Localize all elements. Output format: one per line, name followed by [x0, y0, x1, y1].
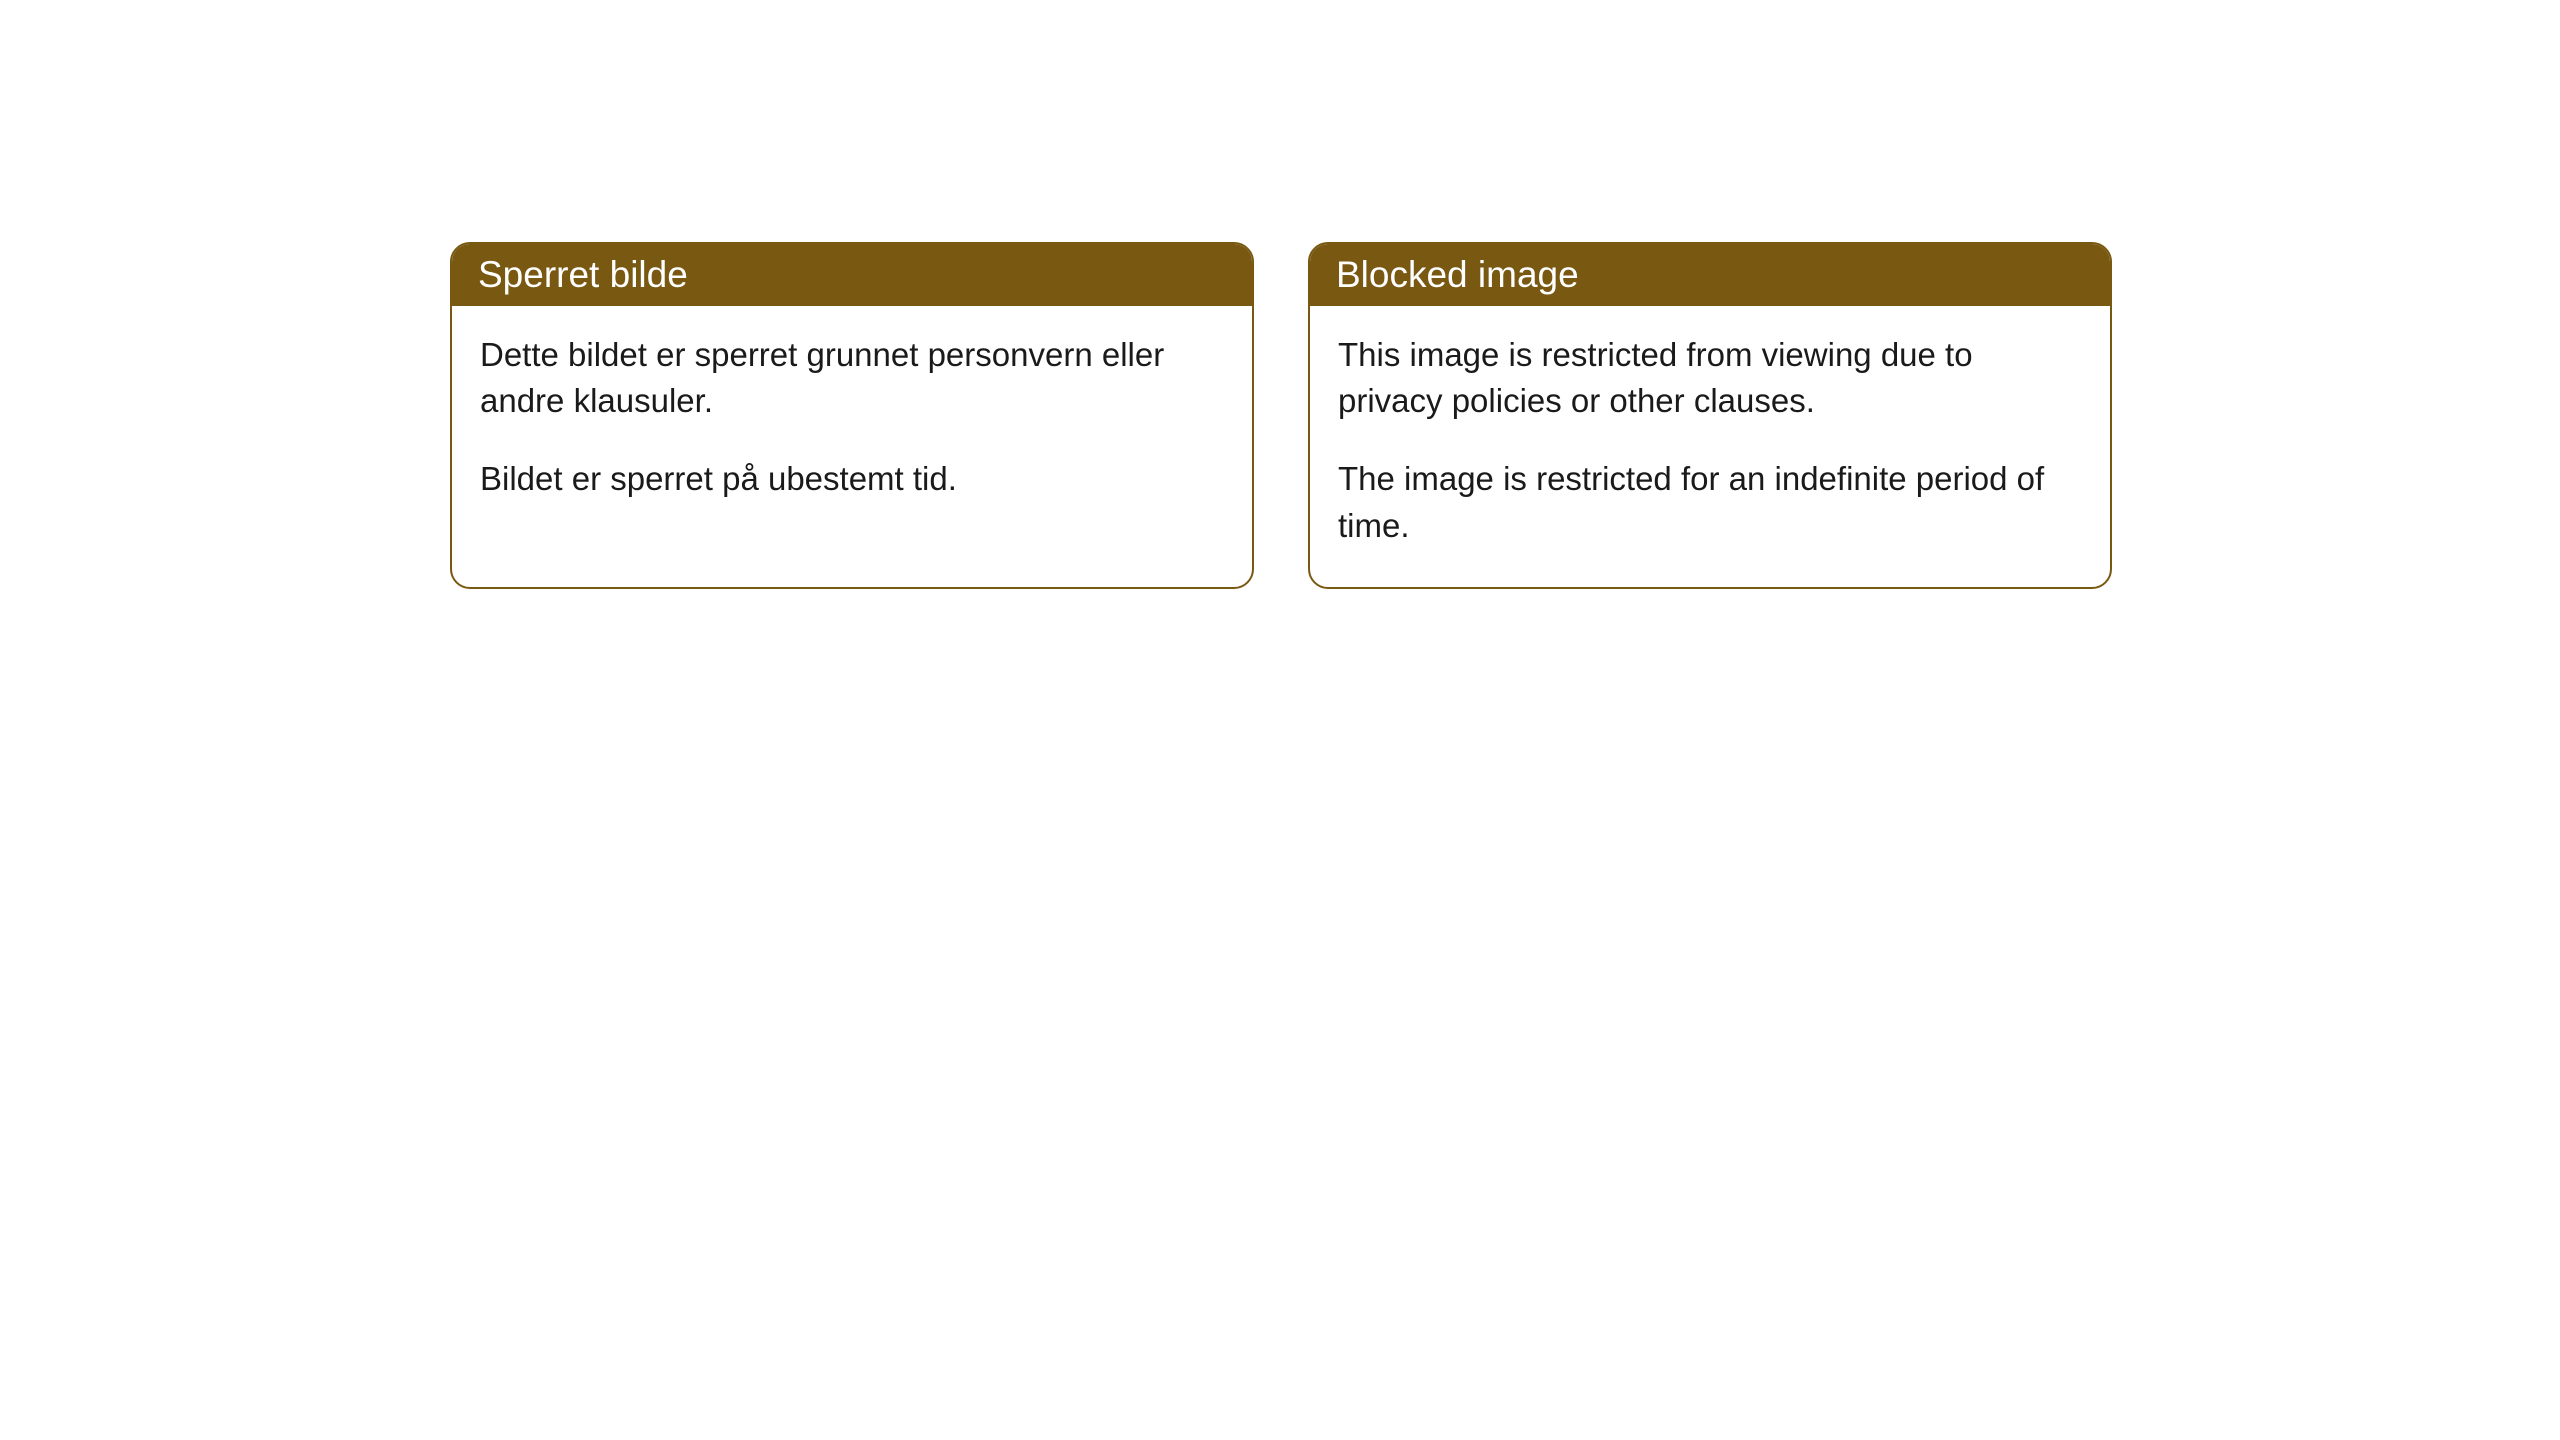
card-header: Blocked image [1310, 244, 2110, 306]
card-paragraph: Bildet er sperret på ubestemt tid. [480, 456, 1224, 502]
notice-card-english: Blocked image This image is restricted f… [1308, 242, 2112, 589]
card-body: This image is restricted from viewing du… [1310, 306, 2110, 587]
notice-card-norwegian: Sperret bilde Dette bildet er sperret gr… [450, 242, 1254, 589]
card-body: Dette bildet er sperret grunnet personve… [452, 306, 1252, 541]
card-title: Sperret bilde [478, 254, 688, 295]
card-paragraph: Dette bildet er sperret grunnet personve… [480, 332, 1224, 424]
notice-cards-container: Sperret bilde Dette bildet er sperret gr… [450, 242, 2112, 589]
card-paragraph: This image is restricted from viewing du… [1338, 332, 2082, 424]
card-header: Sperret bilde [452, 244, 1252, 306]
card-paragraph: The image is restricted for an indefinit… [1338, 456, 2082, 548]
card-title: Blocked image [1336, 254, 1579, 295]
